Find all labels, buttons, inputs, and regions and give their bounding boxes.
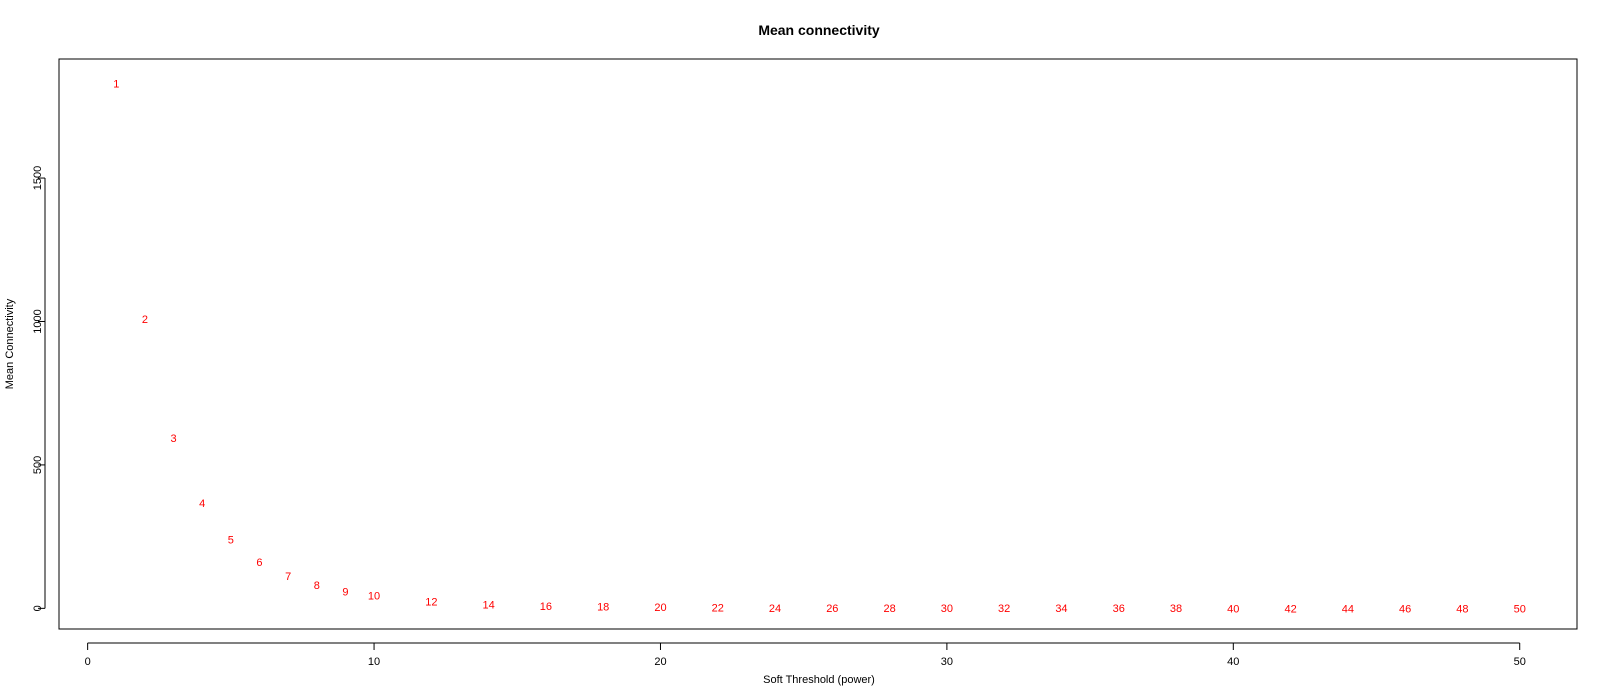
data-point-label: 50 [1514, 603, 1526, 615]
data-point-label: 40 [1227, 603, 1239, 615]
data-point-label: 4 [199, 498, 205, 510]
y-tick-label: 1000 [32, 309, 44, 333]
x-axis-label: Soft Threshold (power) [763, 674, 875, 686]
x-tick-label: 30 [941, 656, 953, 668]
y-axis: 0 500 1000 1500 [32, 166, 46, 611]
data-point-label: 10 [368, 591, 380, 603]
data-point-label: 24 [769, 603, 781, 615]
y-tick-label: 500 [32, 456, 44, 474]
data-point-label: 44 [1342, 603, 1354, 615]
y-tick-label: 1500 [32, 166, 44, 190]
data-point-label: 2 [142, 314, 148, 326]
data-point-label: 18 [597, 602, 609, 614]
data-point-label: 14 [482, 599, 494, 611]
data-point-label: 5 [228, 534, 234, 546]
data-point-label: 48 [1456, 603, 1468, 615]
data-point-label: 36 [1113, 603, 1125, 615]
x-axis: 0 10 20 30 40 50 [85, 642, 1526, 668]
data-point-label: 32 [998, 603, 1010, 615]
data-point-label: 6 [256, 557, 262, 569]
x-tick-label: 0 [85, 656, 91, 668]
data-point-label: 7 [285, 571, 291, 583]
x-tick-label: 50 [1514, 656, 1526, 668]
chart-title: Mean connectivity [758, 22, 880, 38]
data-point-label: 30 [941, 603, 953, 615]
data-point-label: 26 [826, 603, 838, 615]
data-point-label: 42 [1284, 603, 1296, 615]
data-point-label: 38 [1170, 603, 1182, 615]
plot-frame [58, 58, 1578, 630]
data-point-label: 9 [342, 587, 348, 599]
data-point-label: 20 [654, 602, 666, 614]
x-tick-label: 20 [654, 656, 666, 668]
x-tick-label: 10 [368, 656, 380, 668]
data-point-label: 28 [883, 603, 895, 615]
data-point-label: 12 [425, 596, 437, 608]
data-point-label: 8 [314, 580, 320, 592]
data-point-label: 16 [540, 601, 552, 613]
data-point-label: 1 [113, 78, 119, 90]
data-point-label: 3 [171, 433, 177, 445]
y-axis-label: Mean Connectivity [4, 298, 16, 389]
x-tick-label: 40 [1227, 656, 1239, 668]
data-point-label: 22 [712, 603, 724, 615]
y-tick-label: 0 [32, 605, 44, 611]
data-point-label: 46 [1399, 603, 1411, 615]
data-point-label: 34 [1055, 603, 1067, 615]
